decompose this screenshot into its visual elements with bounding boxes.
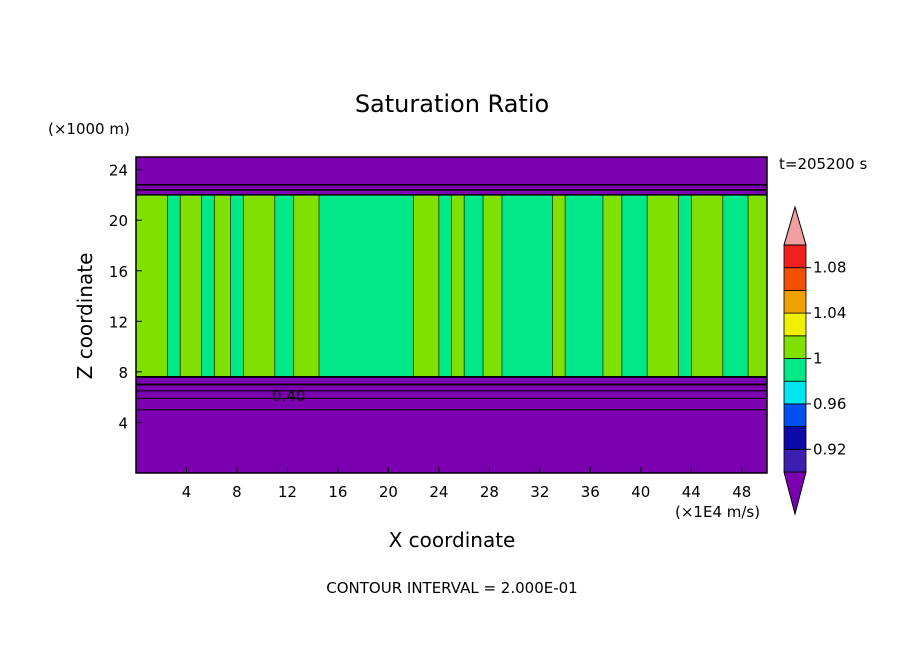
supersat-band [691,194,723,377]
colorbar-label: 1.04 [813,304,846,322]
plot-area [135,157,768,473]
y-axis-label: Z coordinate [73,253,97,380]
colorbar-label: 0.92 [813,440,846,458]
supersat-band [293,194,319,377]
x-axis: 4 8 12 16 20 24 28 32 36 40 44 48 [182,467,751,501]
colorbar-box [783,335,807,359]
x-units-label: (×1E4 m/s) [675,503,760,521]
plot-frame [135,156,768,474]
colorbar-label: 1.08 [813,259,846,277]
colorbar-over-triangle [783,205,807,246]
supersat-band [180,194,202,377]
colorbar-box [783,403,807,427]
x-tick-label: 40 [631,483,650,501]
colorbar: 0.92 0.96 1 1.04 1.08 [783,205,846,516]
colorbar-box [783,380,807,405]
supersat-band [214,194,231,377]
chart-title: Saturation Ratio [355,90,549,118]
y-axis: 4 8 12 16 20 24 [109,162,142,432]
supersat-band [243,194,275,377]
colorbar-box [783,312,807,337]
supersat-band [451,194,465,377]
y-tick-label: 8 [118,364,128,382]
colorbar-box [783,289,807,314]
y-tick-label: 4 [118,414,128,432]
x-tick-label: 8 [232,483,242,501]
x-tick-label: 32 [530,483,549,501]
colorbar-box [783,448,807,473]
colorbar-under-triangle [783,471,807,516]
colorbar-box [783,358,807,382]
supersat-band [647,194,679,377]
colorbar-label: 0.96 [813,395,846,413]
x-tick-label: 44 [682,483,701,501]
supersat-band [483,194,502,377]
supersat-band [602,194,622,377]
y-tick-label: 24 [109,162,128,180]
y-tick-label: 16 [109,263,128,281]
colorbar-box [783,244,807,269]
x-tick-label: 24 [429,483,448,501]
colorbar-box [783,426,807,450]
supersat-band [136,194,168,377]
supersat-band [413,194,439,377]
x-tick-label: 28 [480,483,499,501]
footer-text: CONTOUR INTERVAL = 2.000E-01 [326,579,577,597]
colorbar-label: 1 [813,350,823,368]
contour-label: 0.40 [272,387,305,405]
supersat-band [748,194,767,377]
time-label: t=205200 s [779,155,867,173]
x-tick-label: 16 [328,483,347,501]
x-tick-label: 36 [581,483,600,501]
y-tick-label: 20 [109,212,128,230]
x-axis-label: X coordinate [389,528,516,552]
x-tick-label: 48 [732,483,751,501]
x-tick-label: 12 [278,483,297,501]
y-units-label: (×1000 m) [48,120,130,138]
supersat-band [552,194,566,377]
x-tick-label: 4 [182,483,192,501]
y-tick-label: 12 [109,313,128,331]
x-tick-label: 20 [379,483,398,501]
colorbar-box [783,267,807,291]
